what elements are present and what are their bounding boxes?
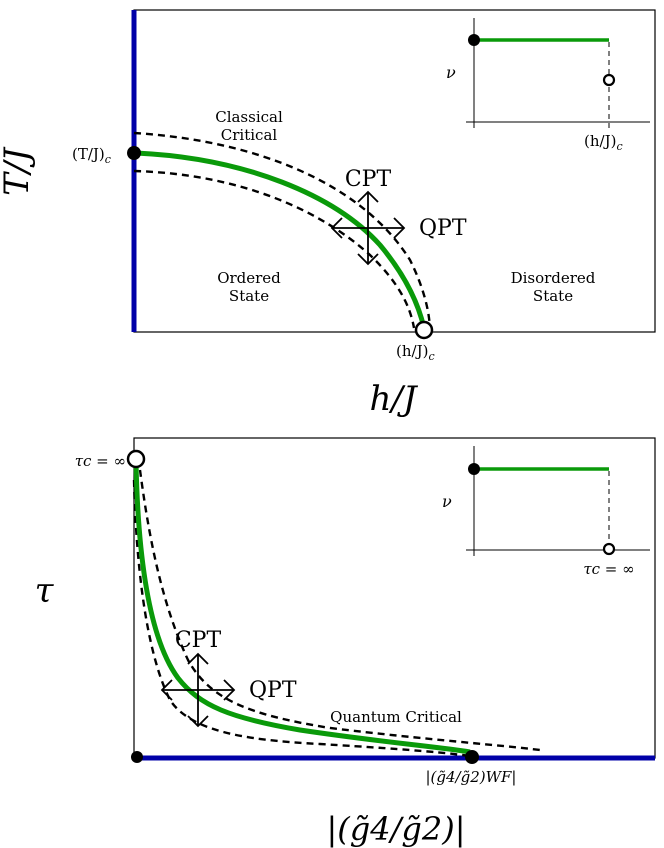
bottom-inset-x-label: τc = ∞ [583, 560, 634, 578]
bottom-x-critical-label: |(g̃4/g̃2)WF| [426, 768, 517, 786]
bottom-y-critical-point [126, 449, 146, 469]
bottom-origin-point [131, 751, 143, 763]
top-arrow-left-head [330, 217, 343, 239]
bottom-x-axis-label: |(g̃4/g̃2)| [327, 810, 466, 848]
bottom-inset: ν τc = ∞ [442, 446, 650, 578]
top-inset-x-label: (h/J)c [584, 132, 623, 153]
top-region-disordered-line2: State [533, 287, 573, 305]
bottom-y-critical-label: τc = ∞ [75, 452, 126, 470]
top-cpt-label: CPT [345, 167, 392, 192]
bottom-arrow-left-head [160, 679, 173, 701]
top-region-classical-line2: Critical [221, 126, 278, 144]
top-arrow-down-head [357, 253, 379, 266]
top-phase-boundary-line [135, 150, 427, 329]
bottom-region-quantum-critical: Quantum Critical [330, 708, 462, 726]
top-inset-filled-point [468, 34, 480, 46]
bottom-x-critical-point [465, 750, 479, 764]
bottom-cpt-label: CPT [175, 628, 222, 653]
top-region-ordered-line2: State [229, 287, 269, 305]
top-upper-dashed-curve [133, 131, 432, 333]
bottom-inset-filled-point [468, 463, 480, 475]
bottom-phase-diagram: τ |(g̃4/g̃2)| τc = ∞ |(g̃4/g̃2)WF| Quant… [35, 437, 656, 848]
top-x-critical-label: (h/J)c [396, 342, 435, 363]
bottom-lower-dashed-curve [132, 479, 476, 759]
bottom-phase-boundary-line [133, 461, 471, 755]
top-cross-arrows [330, 190, 406, 266]
bottom-inset-open-point [602, 542, 616, 556]
bottom-y-axis-label: τ [35, 571, 55, 611]
bottom-qpt-label: QPT [249, 678, 297, 703]
top-region-disordered-line1: Disordered [511, 269, 596, 287]
bottom-cross-arrows [160, 652, 236, 728]
bottom-inset-y-label: ν [442, 492, 452, 511]
bottom-arrow-up-head [187, 652, 209, 665]
top-arrow-up-head [357, 190, 379, 203]
top-x-axis-label: h/J [370, 379, 419, 419]
top-region-classical-line1: Classical [215, 108, 283, 126]
top-x-critical-point [414, 320, 434, 340]
top-qpt-label: QPT [419, 216, 467, 241]
top-inset: ν (h/J)c [446, 18, 650, 153]
top-lower-dashed-curve [133, 169, 416, 329]
top-y-axis-label: T/J [0, 146, 37, 196]
top-arrow-right-head [393, 217, 406, 239]
top-region-ordered-line1: Ordered [217, 269, 281, 287]
top-y-critical-point [127, 146, 141, 160]
top-y-critical-label: (T/J)c [72, 145, 111, 166]
top-inset-y-label: ν [446, 63, 456, 82]
bottom-arrow-down-head [187, 715, 209, 728]
bottom-arrow-right-head [223, 679, 236, 701]
top-inset-open-point [602, 73, 616, 87]
top-phase-diagram: T/J h/J (T/J)c (h/J)c Classical Critical… [0, 9, 656, 419]
bottom-upper-dashed-curve [138, 469, 541, 752]
